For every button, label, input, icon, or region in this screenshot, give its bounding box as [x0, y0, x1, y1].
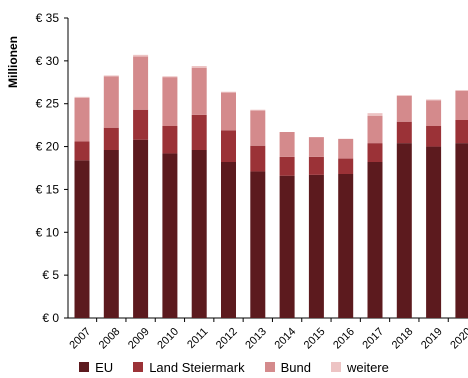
bar-segment-eu: [367, 162, 383, 318]
x-tick-label: 2011: [185, 326, 210, 351]
bar-segment-land-steiermark: [308, 156, 324, 175]
x-axis: 2007 2008 2009 2010 2011 2012 2013 2014 2015 2016…: [67, 317, 468, 352]
y-tick-label: € 15: [36, 182, 60, 196]
bar-segment-bund: [308, 137, 324, 157]
bar-segment-bund: [191, 67, 207, 115]
bar-segment-weitere: [455, 90, 468, 91]
bar-segment-land-steiermark: [103, 127, 119, 150]
bar-segment-land-steiermark: [338, 158, 354, 174]
bar-segment-bund: [367, 115, 383, 144]
x-tick-label: 2016: [331, 326, 357, 352]
bar-segment-weitere: [250, 109, 266, 111]
legend-item-bund: Bund: [264, 359, 311, 375]
bar-segment-bund: [221, 92, 236, 131]
bar-segment-bund: [103, 76, 119, 128]
bar-segment-bund: [426, 100, 442, 126]
bar-segment-land-steiermark: [191, 114, 207, 150]
bars: [74, 54, 468, 318]
x-tick-label: 2015: [302, 326, 328, 352]
y-tick-label: € 35: [36, 11, 60, 25]
legend-item-land-steiermark: Land Steiermark: [133, 359, 245, 375]
bar-segment-weitere: [191, 66, 207, 68]
bar-segment-bund: [279, 132, 295, 157]
bar-segment-weitere: [133, 54, 149, 57]
bar-segment-land-steiermark: [279, 156, 295, 176]
bar-segment-land-steiermark: [133, 109, 149, 140]
bar-segment-weitere: [162, 76, 178, 78]
legend-swatch: [133, 362, 144, 372]
legend-label: Bund: [280, 359, 311, 375]
legend-swatch: [79, 362, 90, 372]
bar-segment-land-steiermark: [396, 121, 412, 144]
y-axis-label: Millionen: [6, 36, 20, 88]
bar-segment-weitere: [367, 113, 383, 116]
bar-segment-eu: [279, 175, 295, 318]
bar-segment-eu: [191, 150, 207, 318]
stacked-bar-chart: € 0€ 5€ 10€ 15€ 20€ 25€ 30€ 35 2007 2008 2…: [6, 11, 468, 352]
bar-segment-weitere: [74, 96, 90, 98]
x-tick-label: 2010: [155, 326, 181, 352]
bar-segment-eu: [338, 174, 354, 318]
bar-segment-weitere: [426, 99, 442, 101]
bar-segment-weitere: [221, 91, 236, 93]
bar-segment-eu: [162, 153, 178, 318]
x-tick-label: 2013: [243, 326, 269, 352]
legend-label: Land Steiermark: [149, 359, 245, 375]
bar-segment-weitere: [103, 75, 119, 77]
x-tick-label: 2008: [97, 326, 123, 352]
legend-swatch: [264, 362, 275, 372]
y-tick-label: € 0: [42, 311, 59, 325]
bar-segment-land-steiermark: [221, 130, 236, 162]
bar-segment-eu: [250, 171, 266, 318]
bar-segment-land-steiermark: [426, 126, 442, 147]
bar-segment-bund: [162, 77, 178, 126]
bar-segment-eu: [221, 162, 236, 318]
bar-segment-land-steiermark: [74, 141, 90, 161]
y-axis: € 0 € 5 € 10 € 15 € 20 € 25 € 30 € 35: [36, 11, 69, 325]
x-tick-label: 2012: [214, 326, 240, 352]
bar-segment-eu: [396, 143, 412, 318]
legend-item-weitere: weitere: [330, 359, 389, 375]
x-tick-label: 2020: [448, 326, 468, 352]
bar-segment-land-steiermark: [250, 145, 266, 172]
legend-item-eu: EU: [79, 360, 113, 375]
bar-segment-eu: [455, 143, 468, 318]
bar-segment-land-steiermark: [455, 120, 468, 144]
legend: EU Land Steiermark Bund weitere: [0, 357, 468, 377]
bar-segment-eu: [426, 146, 442, 318]
y-tick-label: € 30: [36, 54, 60, 68]
y-tick-label: € 20: [36, 140, 60, 154]
bar-segment-land-steiermark: [367, 143, 383, 162]
x-tick-label: 2009: [126, 326, 152, 352]
bar-segment-bund: [455, 90, 468, 120]
y-tick-label: € 5: [42, 268, 59, 282]
bar-segment-bund: [133, 56, 149, 110]
bar-segment-bund: [396, 96, 412, 122]
bar-segment-eu: [133, 139, 149, 318]
bar-segment-eu: [308, 174, 324, 318]
y-tick-label: € 25: [36, 97, 60, 111]
x-tick-label: 2019: [419, 326, 445, 352]
legend-swatch: [330, 362, 341, 372]
x-tick-label: 2017: [360, 326, 386, 352]
y-tick-label: € 10: [36, 225, 60, 239]
x-tick-label: 2018: [390, 326, 416, 352]
bar-segment-land-steiermark: [162, 126, 178, 154]
bar-segment-eu: [74, 160, 90, 318]
legend-label: EU: [95, 359, 114, 375]
x-tick-label: 2007: [67, 326, 93, 352]
x-tick-label: 2014: [273, 326, 299, 352]
bar-segment-bund: [338, 138, 354, 159]
bar-segment-bund: [250, 110, 266, 146]
legend-label: weitere: [346, 359, 389, 375]
bar-segment-eu: [103, 150, 119, 318]
bar-segment-bund: [74, 97, 90, 142]
bar-segment-weitere: [396, 95, 412, 96]
